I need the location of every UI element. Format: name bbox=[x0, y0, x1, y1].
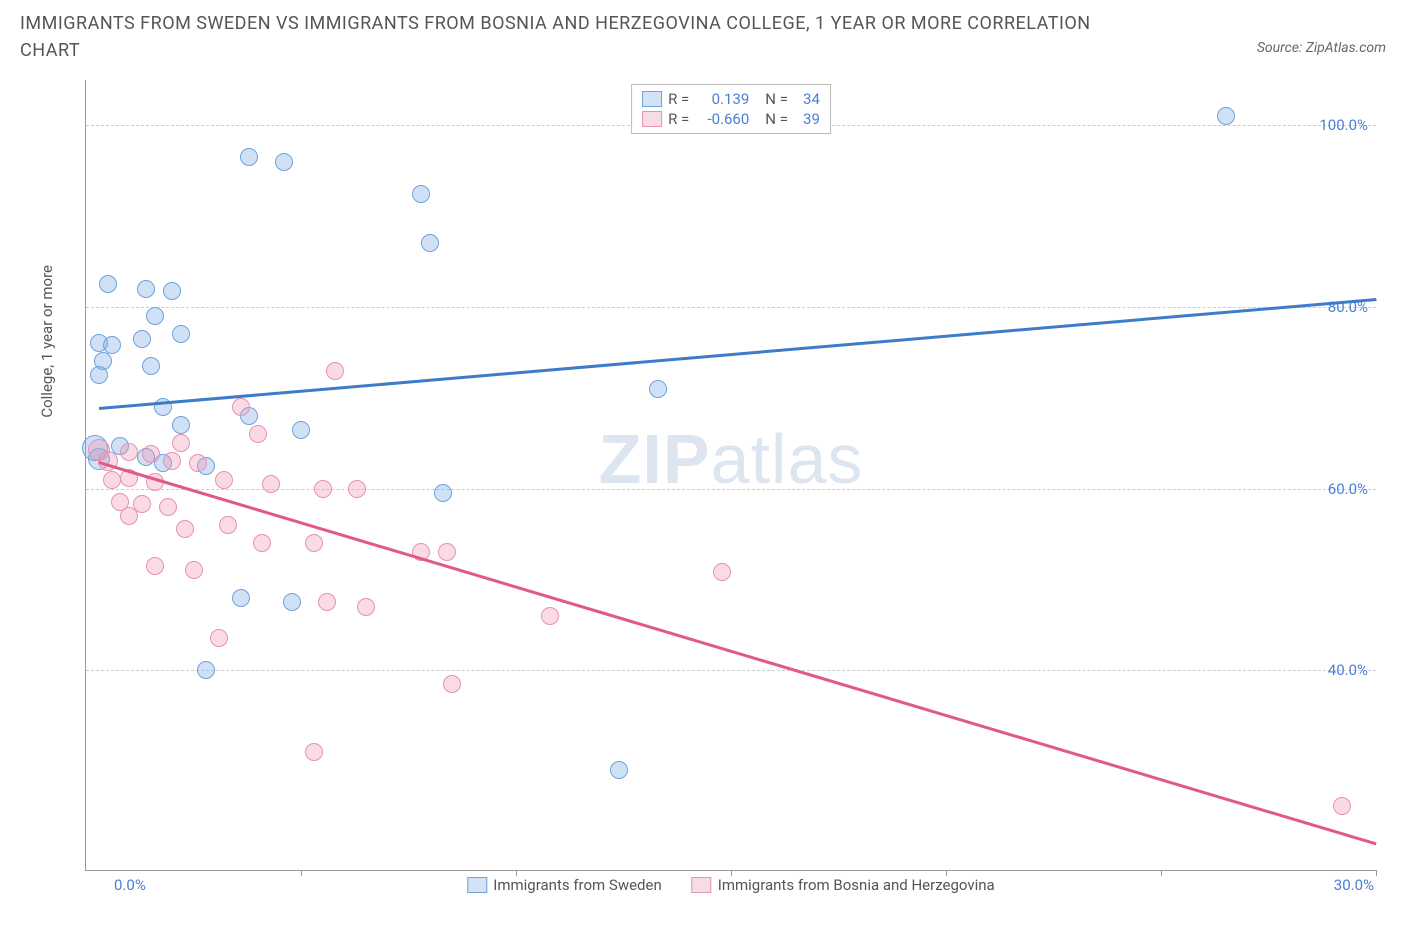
data-point-bosnia bbox=[318, 593, 336, 611]
data-point-bosnia bbox=[232, 398, 250, 416]
data-point-sweden bbox=[90, 366, 108, 384]
plot-area: ZIPatlas R =0.139N =34R =-0.660N =39 0.0… bbox=[85, 80, 1376, 871]
data-point-sweden bbox=[649, 380, 667, 398]
data-point-bosnia bbox=[120, 443, 138, 461]
legend-swatch-bosnia bbox=[642, 111, 662, 127]
legend-swatch-sweden bbox=[467, 877, 487, 893]
data-point-bosnia bbox=[541, 607, 559, 625]
legend-n-value: 34 bbox=[794, 90, 820, 108]
data-point-sweden bbox=[275, 153, 293, 171]
data-point-bosnia bbox=[314, 480, 332, 498]
data-point-sweden bbox=[99, 275, 117, 293]
data-point-bosnia bbox=[713, 563, 731, 581]
data-point-sweden bbox=[133, 330, 151, 348]
legend-label: Immigrants from Sweden bbox=[493, 876, 661, 894]
data-point-bosnia bbox=[326, 362, 344, 380]
data-point-bosnia bbox=[305, 743, 323, 761]
data-point-sweden bbox=[610, 761, 628, 779]
series-legend: Immigrants from Sweden Immigrants from Bo… bbox=[467, 876, 994, 894]
correlation-row-bosnia: R = -0.660 N = 39 bbox=[642, 109, 820, 129]
data-point-bosnia bbox=[159, 498, 177, 516]
trend-line-bosnia bbox=[99, 461, 1377, 845]
legend-r-label: R = bbox=[668, 90, 689, 108]
data-point-bosnia bbox=[172, 434, 190, 452]
data-point-bosnia bbox=[215, 471, 233, 489]
data-point-sweden bbox=[421, 234, 439, 252]
legend-label: Immigrants from Bosnia and Herzegovina bbox=[718, 876, 995, 894]
data-point-bosnia bbox=[142, 445, 160, 463]
watermark: ZIPatlas bbox=[599, 419, 864, 499]
grid-line bbox=[86, 307, 1376, 308]
legend-item-sweden: Immigrants from Sweden bbox=[467, 876, 661, 894]
y-axis-title: College, 1 year or more bbox=[38, 265, 56, 418]
data-point-bosnia bbox=[219, 516, 237, 534]
y-tick-label: 100.0% bbox=[1319, 116, 1368, 134]
data-point-sweden bbox=[232, 589, 250, 607]
grid-line bbox=[86, 670, 1376, 671]
legend-n-label: N = bbox=[765, 110, 788, 128]
data-point-sweden bbox=[103, 336, 121, 354]
legend-r-value: 0.139 bbox=[695, 90, 749, 108]
data-point-sweden bbox=[1217, 107, 1235, 125]
data-point-bosnia bbox=[146, 557, 164, 575]
data-point-sweden bbox=[172, 325, 190, 343]
chart-container: College, 1 year or more ZIPatlas R =0.13… bbox=[55, 80, 1385, 890]
trend-line-sweden bbox=[99, 298, 1376, 409]
data-point-bosnia bbox=[438, 543, 456, 561]
data-point-sweden bbox=[163, 282, 181, 300]
data-point-sweden bbox=[434, 484, 452, 502]
legend-swatch-bosnia bbox=[692, 877, 712, 893]
correlation-legend: R = 0.139 N = 34 R = -0.660 N = 39 bbox=[631, 84, 831, 134]
correlation-row-sweden: R = 0.139 N = 34 bbox=[642, 89, 820, 109]
legend-n-label: N = bbox=[765, 90, 788, 108]
legend-r-label: R = bbox=[668, 110, 689, 128]
data-point-sweden bbox=[142, 357, 160, 375]
data-point-sweden bbox=[292, 421, 310, 439]
legend-item-bosnia: Immigrants from Bosnia and Herzegovina bbox=[692, 876, 995, 894]
source-attribution: Source: ZipAtlas.com bbox=[1257, 40, 1386, 56]
data-point-bosnia bbox=[189, 454, 207, 472]
data-point-bosnia bbox=[348, 480, 366, 498]
data-point-sweden bbox=[283, 593, 301, 611]
data-point-sweden bbox=[172, 416, 190, 434]
x-tick bbox=[301, 870, 302, 876]
legend-n-value: 39 bbox=[794, 110, 820, 128]
x-tick bbox=[516, 870, 517, 876]
data-point-bosnia bbox=[253, 534, 271, 552]
x-axis-max-label: 30.0% bbox=[1334, 876, 1374, 894]
x-axis-min-label: 0.0% bbox=[114, 876, 146, 894]
chart-title: IMMIGRANTS FROM SWEDEN VS IMMIGRANTS FRO… bbox=[20, 10, 1120, 64]
data-point-bosnia bbox=[176, 520, 194, 538]
data-point-bosnia bbox=[210, 629, 228, 647]
data-point-sweden bbox=[146, 307, 164, 325]
data-point-bosnia bbox=[185, 561, 203, 579]
y-tick-label: 40.0% bbox=[1328, 661, 1368, 679]
data-point-sweden bbox=[197, 661, 215, 679]
data-point-bosnia bbox=[163, 452, 181, 470]
data-point-bosnia bbox=[1333, 797, 1351, 815]
data-point-bosnia bbox=[262, 475, 280, 493]
y-tick-label: 60.0% bbox=[1328, 480, 1368, 498]
legend-swatch-sweden bbox=[642, 91, 662, 107]
data-point-sweden bbox=[137, 280, 155, 298]
x-tick bbox=[1161, 870, 1162, 876]
data-point-bosnia bbox=[305, 534, 323, 552]
data-point-bosnia bbox=[443, 675, 461, 693]
data-point-sweden bbox=[412, 185, 430, 203]
data-point-bosnia bbox=[103, 471, 121, 489]
data-point-bosnia bbox=[249, 425, 267, 443]
x-tick bbox=[731, 870, 732, 876]
data-point-bosnia bbox=[357, 598, 375, 616]
data-point-bosnia bbox=[120, 507, 138, 525]
x-tick bbox=[1376, 870, 1377, 876]
x-tick bbox=[946, 870, 947, 876]
data-point-sweden bbox=[240, 148, 258, 166]
legend-r-value: -0.660 bbox=[695, 110, 749, 128]
